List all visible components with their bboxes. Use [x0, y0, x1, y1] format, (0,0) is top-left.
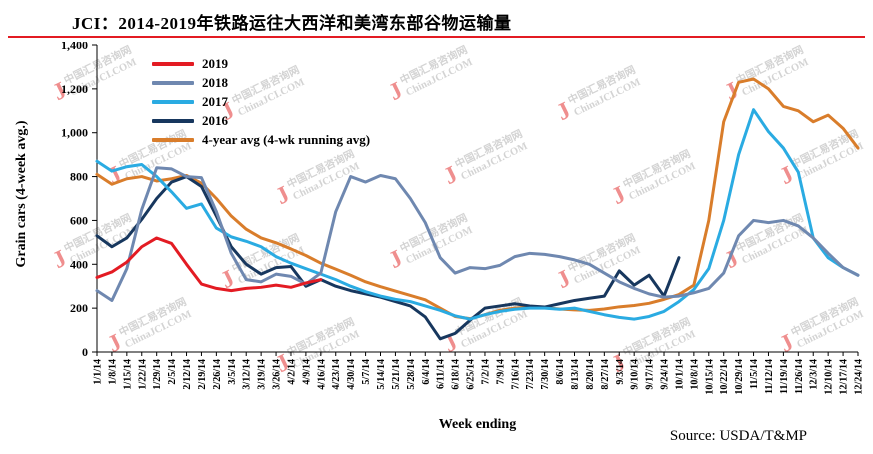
svg-text:11/26/14: 11/26/14	[794, 359, 805, 394]
x-axis-title: Week ending	[438, 417, 517, 432]
svg-text:8/6/14: 8/6/14	[555, 359, 566, 385]
svg-text:9/3/14: 9/3/14	[615, 359, 626, 385]
legend-label: 2018	[202, 74, 228, 90]
svg-text:12/17/14: 12/17/14	[839, 359, 850, 395]
svg-text:3/12/14: 3/12/14	[242, 359, 253, 390]
svg-text:10/15/14: 10/15/14	[704, 359, 715, 395]
svg-text:12/3/14: 12/3/14	[809, 359, 820, 390]
legend-swatch	[152, 61, 194, 66]
legend-item: 2017	[152, 94, 370, 109]
svg-text:4/2/14: 4/2/14	[286, 359, 297, 385]
svg-text:11/19/14: 11/19/14	[779, 359, 790, 394]
svg-text:9/10/14: 9/10/14	[630, 359, 641, 390]
chart-canvas: 0 200 400 600 800 1,000 1,200 1,400 1/1/14 1/8/14…	[61, 42, 865, 395]
svg-text:12/24/14: 12/24/14	[854, 359, 865, 395]
svg-text:5/7/14: 5/7/14	[361, 359, 372, 385]
legend-swatch	[152, 137, 194, 142]
svg-text:0: 0	[82, 345, 88, 359]
legend-label: 2017	[202, 93, 228, 109]
svg-text:3/19/14: 3/19/14	[257, 359, 268, 390]
svg-text:7/30/14: 7/30/14	[540, 359, 551, 390]
legend-item: 4-year avg (4-wk running avg)	[152, 132, 370, 147]
legend-item: 2019	[152, 56, 370, 71]
svg-text:4/23/14: 4/23/14	[331, 359, 342, 390]
svg-text:200: 200	[70, 301, 88, 315]
svg-text:8/13/14: 8/13/14	[570, 359, 581, 390]
legend-label: 4-year avg (4-wk running avg)	[202, 131, 371, 147]
svg-text:4/16/14: 4/16/14	[316, 359, 327, 390]
svg-text:8/27/14: 8/27/14	[600, 359, 611, 390]
svg-text:2/12/14: 2/12/14	[182, 359, 193, 390]
svg-text:1/22/14: 1/22/14	[137, 359, 148, 390]
svg-text:6/25/14: 6/25/14	[466, 359, 477, 390]
source-note: Source: USDA/T&MP	[669, 428, 807, 444]
svg-text:5/28/14: 5/28/14	[406, 359, 417, 390]
svg-text:12/10/14: 12/10/14	[824, 359, 835, 395]
svg-text:3/26/14: 3/26/14	[272, 359, 283, 390]
svg-text:4/30/14: 4/30/14	[346, 359, 357, 390]
svg-text:10/22/14: 10/22/14	[719, 359, 730, 395]
svg-text:600: 600	[70, 213, 88, 227]
svg-text:7/9/14: 7/9/14	[495, 359, 506, 385]
svg-text:1/8/14: 1/8/14	[107, 359, 118, 385]
svg-text:6/11/14: 6/11/14	[436, 359, 447, 389]
svg-text:2/5/14: 2/5/14	[167, 359, 178, 385]
svg-text:4/9/14: 4/9/14	[301, 359, 312, 385]
title-underline	[8, 36, 865, 38]
legend-swatch	[152, 80, 194, 85]
svg-text:11/12/14: 11/12/14	[764, 359, 775, 394]
svg-text:7/2/14: 7/2/14	[480, 359, 491, 385]
svg-text:2/26/14: 2/26/14	[212, 359, 223, 390]
svg-text:1,200: 1,200	[61, 82, 88, 96]
legend: 2019 2018 2017 2016 4-year avg (4-wk running…	[152, 56, 370, 147]
svg-text:10/1/14: 10/1/14	[674, 359, 685, 390]
svg-text:800: 800	[70, 170, 88, 184]
svg-text:5/21/14: 5/21/14	[391, 359, 402, 390]
legend-item: 2016	[152, 113, 370, 128]
svg-text:1/29/14: 1/29/14	[152, 359, 163, 390]
svg-text:9/24/14: 9/24/14	[660, 359, 671, 390]
svg-text:10/8/14: 10/8/14	[689, 359, 700, 390]
legend-label: 2019	[202, 55, 228, 71]
svg-text:6/4/14: 6/4/14	[421, 359, 432, 385]
svg-text:5/14/14: 5/14/14	[376, 359, 387, 390]
chart-title: JCI：2014-2019年铁路运往大西洋和美湾东部谷物运输量	[72, 14, 512, 33]
svg-text:1,000: 1,000	[61, 126, 88, 140]
svg-text:10/29/14: 10/29/14	[734, 359, 745, 395]
legend-swatch	[152, 118, 194, 123]
legend-item: 2018	[152, 75, 370, 90]
legend-label: 2016	[202, 112, 228, 128]
svg-text:3/5/14: 3/5/14	[227, 359, 238, 385]
svg-text:1/15/14: 1/15/14	[122, 359, 133, 390]
svg-text:8/20/14: 8/20/14	[585, 359, 596, 390]
svg-text:7/16/14: 7/16/14	[510, 359, 521, 390]
svg-text:1/1/14: 1/1/14	[93, 359, 104, 385]
svg-text:400: 400	[70, 257, 88, 271]
svg-text:9/17/14: 9/17/14	[645, 359, 656, 390]
svg-text:1,400: 1,400	[61, 42, 88, 52]
svg-text:6/18/14: 6/18/14	[451, 359, 462, 390]
legend-swatch	[152, 99, 194, 104]
svg-text:11/5/14: 11/5/14	[749, 359, 760, 389]
svg-text:2/19/14: 2/19/14	[197, 359, 208, 390]
svg-text:7/23/14: 7/23/14	[525, 359, 536, 390]
